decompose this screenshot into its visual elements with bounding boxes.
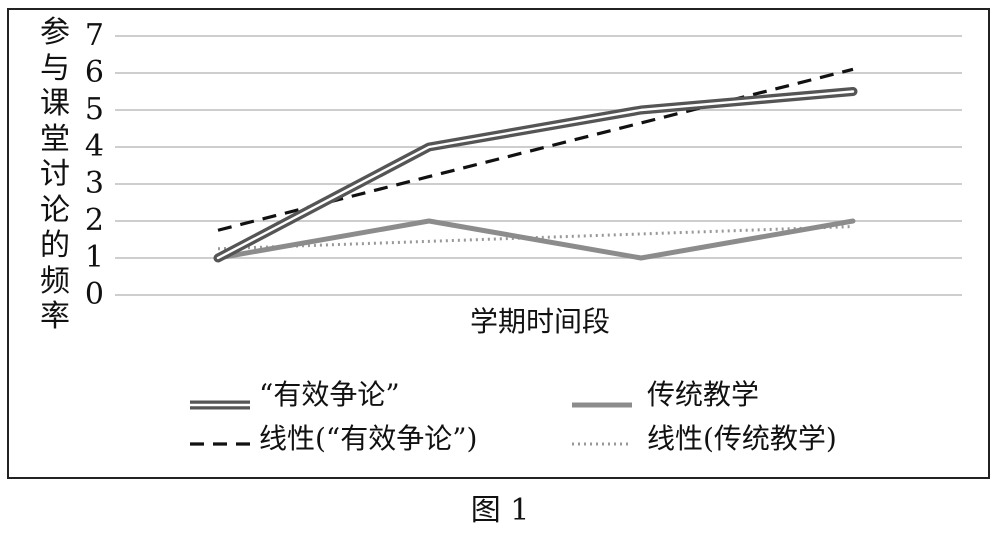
legend-label-series-1: “有效争论” (259, 378, 400, 411)
y-tick-label: 5 (84, 92, 104, 127)
x-axis-label: 学期时间段 (469, 305, 610, 338)
y-tick-label: 4 (84, 129, 104, 164)
series-line-1-inner (216, 90, 855, 260)
y-axis-label-char: 与 (40, 50, 70, 86)
y-tick-label: 7 (84, 18, 104, 53)
legend-label-series-3: 线性(“有效争论”) (259, 422, 478, 455)
y-axis-label-char: 的 (40, 228, 70, 263)
y-axis-label-char: 频 (40, 263, 70, 299)
y-tick-label: 6 (84, 55, 104, 90)
y-tick-label: 3 (84, 166, 104, 201)
y-tick-label: 0 (84, 277, 104, 312)
y-tick-label: 1 (84, 240, 104, 275)
series-line-3 (217, 67, 854, 232)
y-axis-label-char: 讨 (40, 157, 70, 192)
series-line-2 (215, 218, 856, 261)
figure-caption: 图 1 (470, 493, 530, 528)
series-line-1 (213, 87, 858, 263)
y-tick-label: 2 (84, 203, 104, 238)
y-axis-label-char: 堂 (40, 121, 70, 157)
y-axis-label-char: 论 (40, 192, 70, 228)
series-line-4 (217, 225, 854, 251)
legend-label-series-4: 线性(传统教学) (647, 422, 837, 455)
series-line-1-outer (213, 87, 858, 263)
y-axis-label-char: 课 (40, 86, 70, 121)
legend-label-series-2: 传统教学 (647, 378, 760, 411)
chart-frame (7, 8, 990, 479)
y-axis-label-char: 率 (40, 299, 70, 334)
y-axis-label-char: 参 (40, 15, 70, 50)
